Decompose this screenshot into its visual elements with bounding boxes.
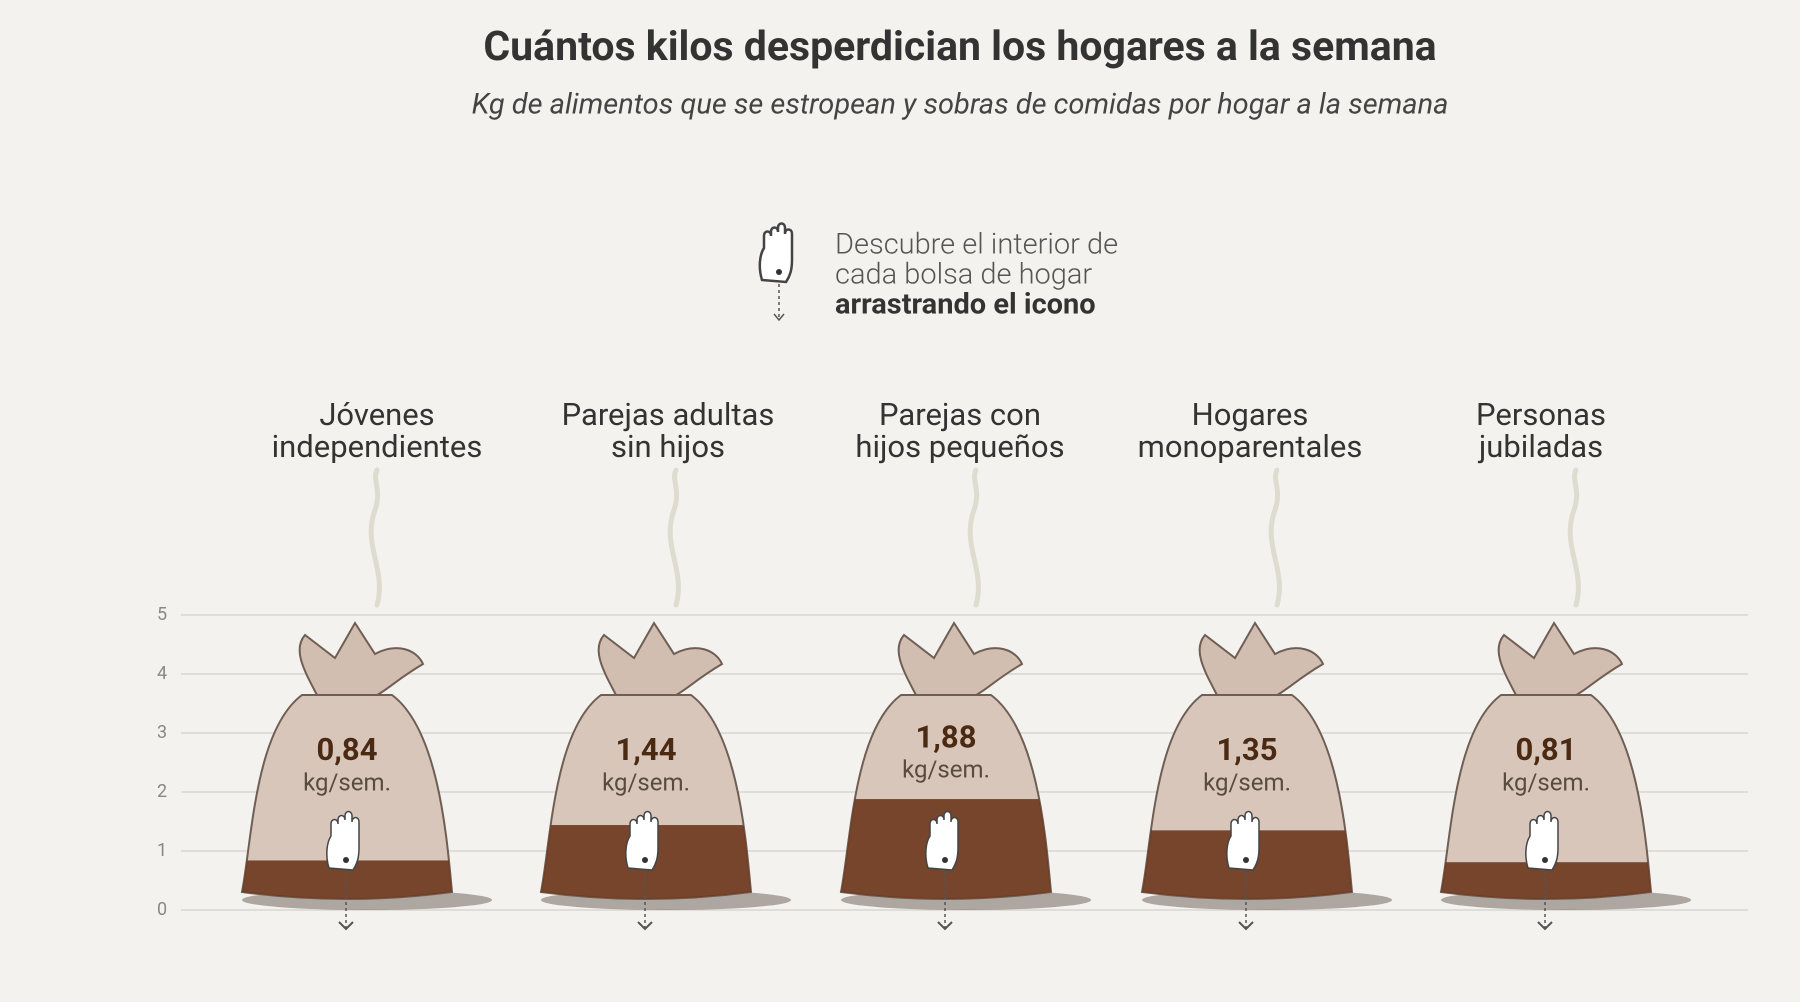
hand-dot <box>642 857 648 863</box>
y-tick-label: 5 <box>157 604 167 625</box>
drag-arrow <box>1537 921 1553 931</box>
value-label: 0,81 <box>1516 731 1577 768</box>
hand-dot <box>942 857 948 863</box>
instruction-line: Descubre el interior de <box>835 228 1118 262</box>
hand-dot <box>1243 857 1249 863</box>
smoke <box>667 467 681 608</box>
drag-arrow <box>773 313 785 322</box>
instruction-line: arrastrando el icono <box>835 288 1096 322</box>
y-tick-label: 4 <box>157 663 167 684</box>
hand-icon <box>758 222 794 284</box>
unit-label: kg/sem. <box>1203 768 1291 796</box>
y-tick-label: 0 <box>157 899 167 920</box>
bag-knot <box>1198 621 1325 696</box>
chart-title: Cuántos kilos desperdician los hogares a… <box>483 23 1436 71</box>
category-label: Personas jubiladas <box>1476 396 1606 465</box>
hand-icon <box>326 810 360 871</box>
smoke <box>368 467 382 608</box>
category-label: Hogares monoparentales <box>1138 396 1363 465</box>
instruction-icon <box>758 222 794 322</box>
drag-arrow <box>937 921 953 931</box>
drag-handle[interactable] <box>326 810 360 931</box>
y-tick-label: 2 <box>157 781 167 802</box>
unit-label: kg/sem. <box>303 768 391 796</box>
unit-label: kg/sem. <box>1502 768 1590 796</box>
category-label: Parejas con hijos pequeños <box>855 396 1064 465</box>
chart-subtitle: Kg de alimentos que se estropean y sobra… <box>472 88 1449 122</box>
hand-dot <box>343 857 349 863</box>
drag-arrow <box>1238 921 1254 931</box>
bag-knot <box>597 621 724 696</box>
drag-handle[interactable] <box>625 810 659 931</box>
hand-icon <box>925 810 959 871</box>
drag-handle[interactable] <box>1525 810 1559 931</box>
hand-icon <box>1525 810 1559 871</box>
y-tick-label: 3 <box>157 722 167 743</box>
y-tick-label: 1 <box>157 840 167 861</box>
smoke <box>1567 467 1581 608</box>
category-label: Jóvenes independientes <box>272 396 483 465</box>
hand-dot <box>776 269 782 275</box>
drag-handle[interactable] <box>1226 810 1260 931</box>
smoke <box>967 467 981 608</box>
unit-label: kg/sem. <box>602 768 690 796</box>
value-label: 1,35 <box>1217 731 1278 768</box>
unit-label: kg/sem. <box>902 755 990 783</box>
bag-knot <box>298 621 425 696</box>
drag-arrow <box>338 921 354 931</box>
drag-handle[interactable] <box>925 810 959 931</box>
hand-icon <box>1226 810 1260 871</box>
drag-arrow <box>637 921 653 931</box>
hand-dot <box>1542 857 1548 863</box>
bag-knot <box>1497 621 1624 696</box>
smoke <box>1268 467 1282 608</box>
value-label: 1,88 <box>916 718 977 755</box>
bag-knot <box>897 621 1024 696</box>
value-label: 1,44 <box>616 731 677 768</box>
category-label: Parejas adultas sin hijos <box>562 396 775 465</box>
value-label: 0,84 <box>317 731 378 768</box>
instruction-line: cada bolsa de hogar <box>835 258 1092 292</box>
hand-icon <box>625 810 659 871</box>
